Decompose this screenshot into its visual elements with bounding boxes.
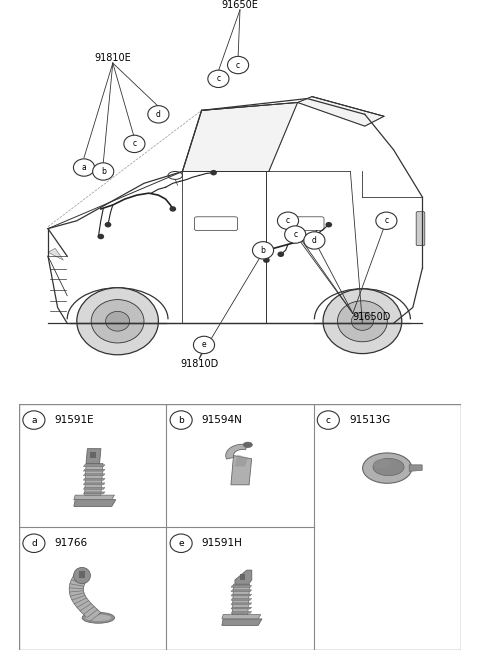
Text: b: b xyxy=(178,416,184,424)
Polygon shape xyxy=(226,444,248,459)
Polygon shape xyxy=(84,463,103,495)
Circle shape xyxy=(106,311,130,331)
Text: d: d xyxy=(312,236,317,245)
Circle shape xyxy=(285,226,306,243)
Text: c: c xyxy=(216,74,220,83)
Ellipse shape xyxy=(362,453,412,484)
Polygon shape xyxy=(235,455,248,466)
Text: 91591E: 91591E xyxy=(55,415,94,425)
Circle shape xyxy=(170,411,192,429)
Circle shape xyxy=(376,212,397,229)
Circle shape xyxy=(317,411,339,429)
Polygon shape xyxy=(84,487,105,489)
Polygon shape xyxy=(84,474,105,476)
Circle shape xyxy=(170,534,192,553)
Polygon shape xyxy=(231,590,252,591)
Polygon shape xyxy=(232,584,250,614)
Polygon shape xyxy=(231,585,252,587)
Circle shape xyxy=(323,289,402,353)
Circle shape xyxy=(277,212,299,229)
Polygon shape xyxy=(409,465,422,471)
Ellipse shape xyxy=(373,459,404,476)
FancyBboxPatch shape xyxy=(416,212,425,246)
Polygon shape xyxy=(231,612,252,613)
Polygon shape xyxy=(182,102,298,171)
Text: e: e xyxy=(202,340,206,350)
Polygon shape xyxy=(298,97,384,126)
FancyBboxPatch shape xyxy=(19,404,461,650)
Text: b: b xyxy=(261,246,265,255)
Polygon shape xyxy=(84,483,105,485)
Polygon shape xyxy=(79,571,85,578)
Text: c: c xyxy=(326,416,331,424)
Ellipse shape xyxy=(82,612,115,623)
Polygon shape xyxy=(231,599,252,600)
Text: 91810D: 91810D xyxy=(180,359,218,369)
Ellipse shape xyxy=(373,459,391,468)
Text: c: c xyxy=(286,216,290,225)
Polygon shape xyxy=(74,500,116,507)
Text: d: d xyxy=(156,110,161,119)
Ellipse shape xyxy=(85,614,111,621)
Polygon shape xyxy=(84,492,105,494)
Circle shape xyxy=(337,301,387,342)
Polygon shape xyxy=(84,464,105,466)
Polygon shape xyxy=(84,469,105,471)
Circle shape xyxy=(210,170,217,175)
Text: b: b xyxy=(101,167,106,176)
Text: a: a xyxy=(31,416,36,424)
Polygon shape xyxy=(84,478,105,480)
Circle shape xyxy=(23,534,45,553)
Polygon shape xyxy=(231,455,252,485)
Circle shape xyxy=(169,206,176,212)
Circle shape xyxy=(97,234,104,239)
Polygon shape xyxy=(222,614,261,619)
Polygon shape xyxy=(74,495,114,500)
Circle shape xyxy=(304,232,325,249)
Text: 91650D: 91650D xyxy=(353,312,391,323)
Text: e: e xyxy=(178,539,184,548)
Ellipse shape xyxy=(73,568,90,583)
Circle shape xyxy=(325,222,332,227)
Text: 91810E: 91810E xyxy=(95,53,131,63)
Circle shape xyxy=(193,336,215,353)
Circle shape xyxy=(93,163,114,180)
Polygon shape xyxy=(48,248,63,260)
Text: 91591H: 91591H xyxy=(202,538,242,548)
Polygon shape xyxy=(69,572,101,621)
Polygon shape xyxy=(222,619,262,625)
Circle shape xyxy=(124,135,145,152)
Polygon shape xyxy=(235,570,252,584)
Polygon shape xyxy=(90,452,96,459)
Ellipse shape xyxy=(243,442,252,447)
Text: 91766: 91766 xyxy=(55,538,88,548)
Polygon shape xyxy=(231,594,252,596)
Text: c: c xyxy=(132,139,136,148)
Polygon shape xyxy=(86,449,101,463)
Text: a: a xyxy=(82,163,86,172)
Circle shape xyxy=(351,312,373,330)
Text: c: c xyxy=(384,216,388,225)
Circle shape xyxy=(91,300,144,343)
Polygon shape xyxy=(240,574,245,580)
Circle shape xyxy=(277,252,284,257)
Text: 91650E: 91650E xyxy=(222,0,258,10)
Text: c: c xyxy=(236,60,240,70)
Circle shape xyxy=(208,70,229,87)
Circle shape xyxy=(77,288,158,355)
Polygon shape xyxy=(231,603,252,604)
Circle shape xyxy=(23,411,45,429)
Text: d: d xyxy=(31,539,37,548)
Circle shape xyxy=(263,258,270,263)
Circle shape xyxy=(228,57,249,74)
Polygon shape xyxy=(231,607,252,609)
Text: c: c xyxy=(293,230,297,239)
Circle shape xyxy=(148,106,169,123)
Circle shape xyxy=(105,222,111,227)
Text: 91594N: 91594N xyxy=(202,415,242,425)
Circle shape xyxy=(73,159,95,176)
Circle shape xyxy=(252,242,274,259)
Text: 91513G: 91513G xyxy=(349,415,390,425)
